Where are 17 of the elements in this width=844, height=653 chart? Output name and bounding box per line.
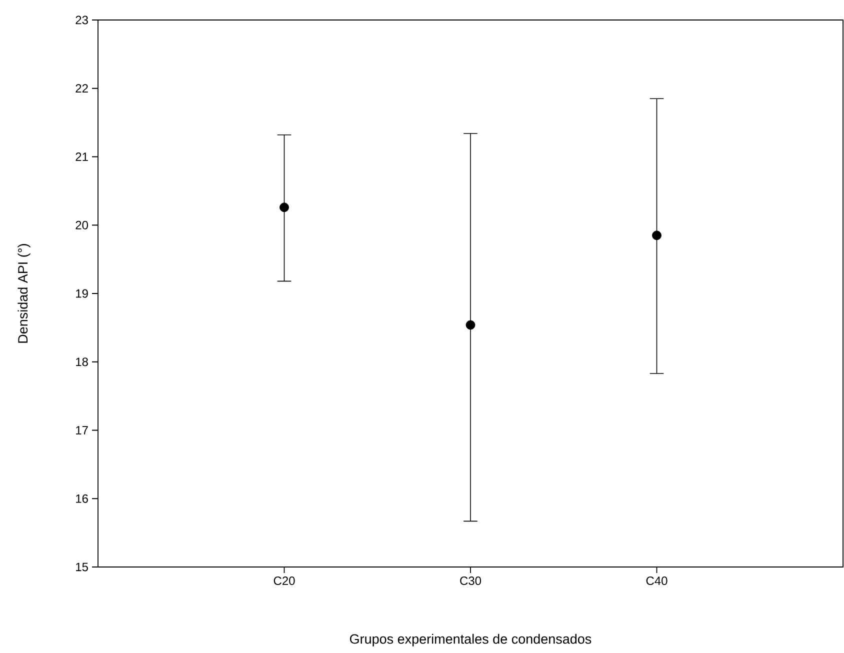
point bbox=[280, 202, 289, 212]
point bbox=[652, 230, 662, 240]
point bbox=[466, 320, 476, 330]
x-axis-title: Grupos experimentales de condensados bbox=[350, 634, 592, 646]
y-tick-label: 20 bbox=[76, 220, 88, 230]
y-tick-label: 19 bbox=[76, 289, 88, 298]
y-tick-label: 21 bbox=[76, 152, 88, 161]
x-tick-label: C20 bbox=[274, 576, 295, 586]
y-tick-label: 22 bbox=[76, 84, 88, 93]
x-tick-label: C30 bbox=[460, 576, 482, 586]
x-tick-label: C40 bbox=[646, 576, 668, 586]
y-axis-title: Densidad API (°) bbox=[18, 244, 30, 343]
y-tick-label: 18 bbox=[76, 358, 88, 366]
y-tick-label: 23 bbox=[76, 16, 88, 24]
y-tick-label: 16 bbox=[76, 494, 88, 503]
y-tick-label: 15 bbox=[76, 562, 88, 572]
y-tick-label: 17 bbox=[76, 426, 88, 434]
